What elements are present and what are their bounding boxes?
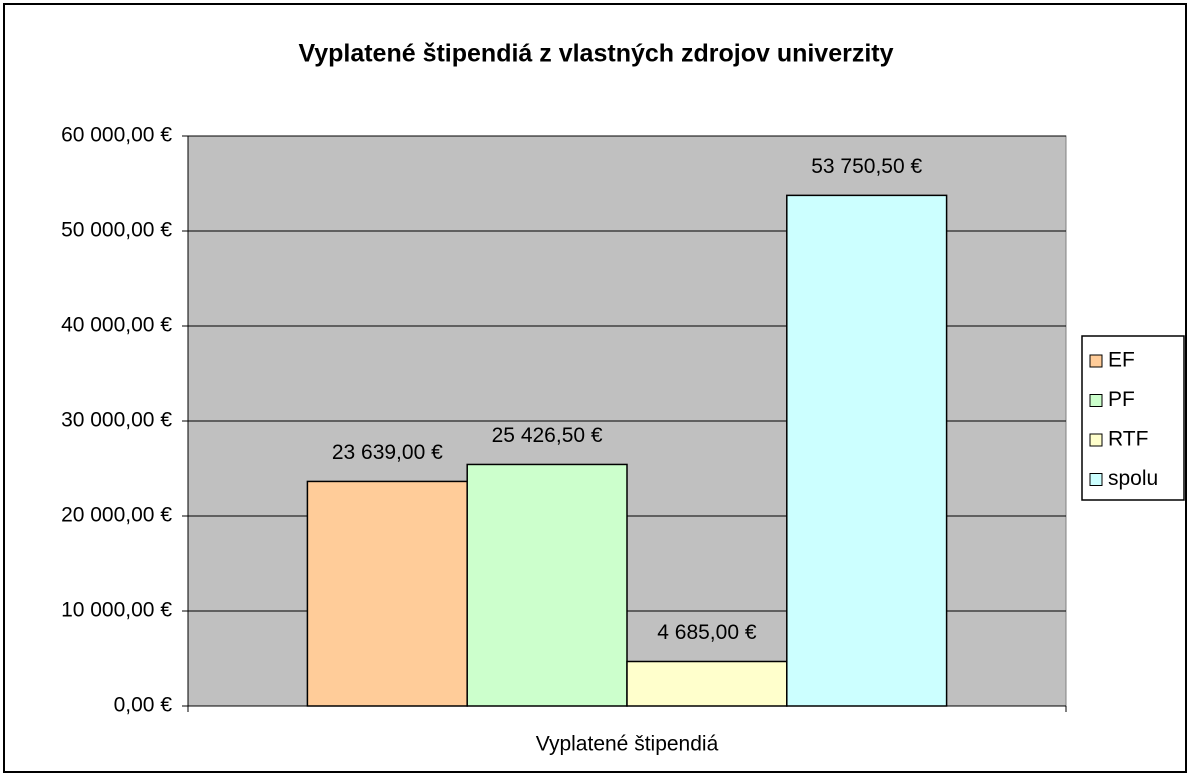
y-tick-label: 10 000,00 € [61, 599, 172, 622]
y-tick-label: 0,00 € [114, 694, 173, 717]
y-tick-label: 30 000,00 € [61, 409, 172, 432]
legend-label: PF [1108, 388, 1135, 411]
bar [306, 480, 468, 707]
legend-swatch [1089, 394, 1103, 407]
y-tick-label: 20 000,00 € [61, 504, 172, 527]
legend-label: RTF [1108, 428, 1148, 451]
legend-swatch [1089, 473, 1103, 486]
bar [466, 463, 628, 707]
legend-swatch [1089, 433, 1103, 447]
x-tick-label: Vyplatené štipendiá [536, 733, 719, 756]
legend-label: spolu [1108, 467, 1158, 490]
bar [626, 660, 788, 707]
y-tick-label: 40 000,00 € [61, 314, 172, 337]
data-label: 23 639,00 € [332, 441, 443, 464]
y-tick-label: 60 000,00 € [61, 124, 172, 147]
data-label: 4 685,00 € [657, 621, 757, 644]
data-label: 53 750,50 € [811, 155, 922, 178]
legend-swatch [1089, 354, 1103, 368]
bar [786, 194, 948, 707]
data-label: 25 426,50 € [492, 424, 603, 447]
chart-title: Vyplatené štipendiá z vlastných zdrojov … [298, 40, 893, 68]
y-tick-label: 50 000,00 € [61, 219, 172, 242]
legend-label: EF [1108, 349, 1135, 372]
